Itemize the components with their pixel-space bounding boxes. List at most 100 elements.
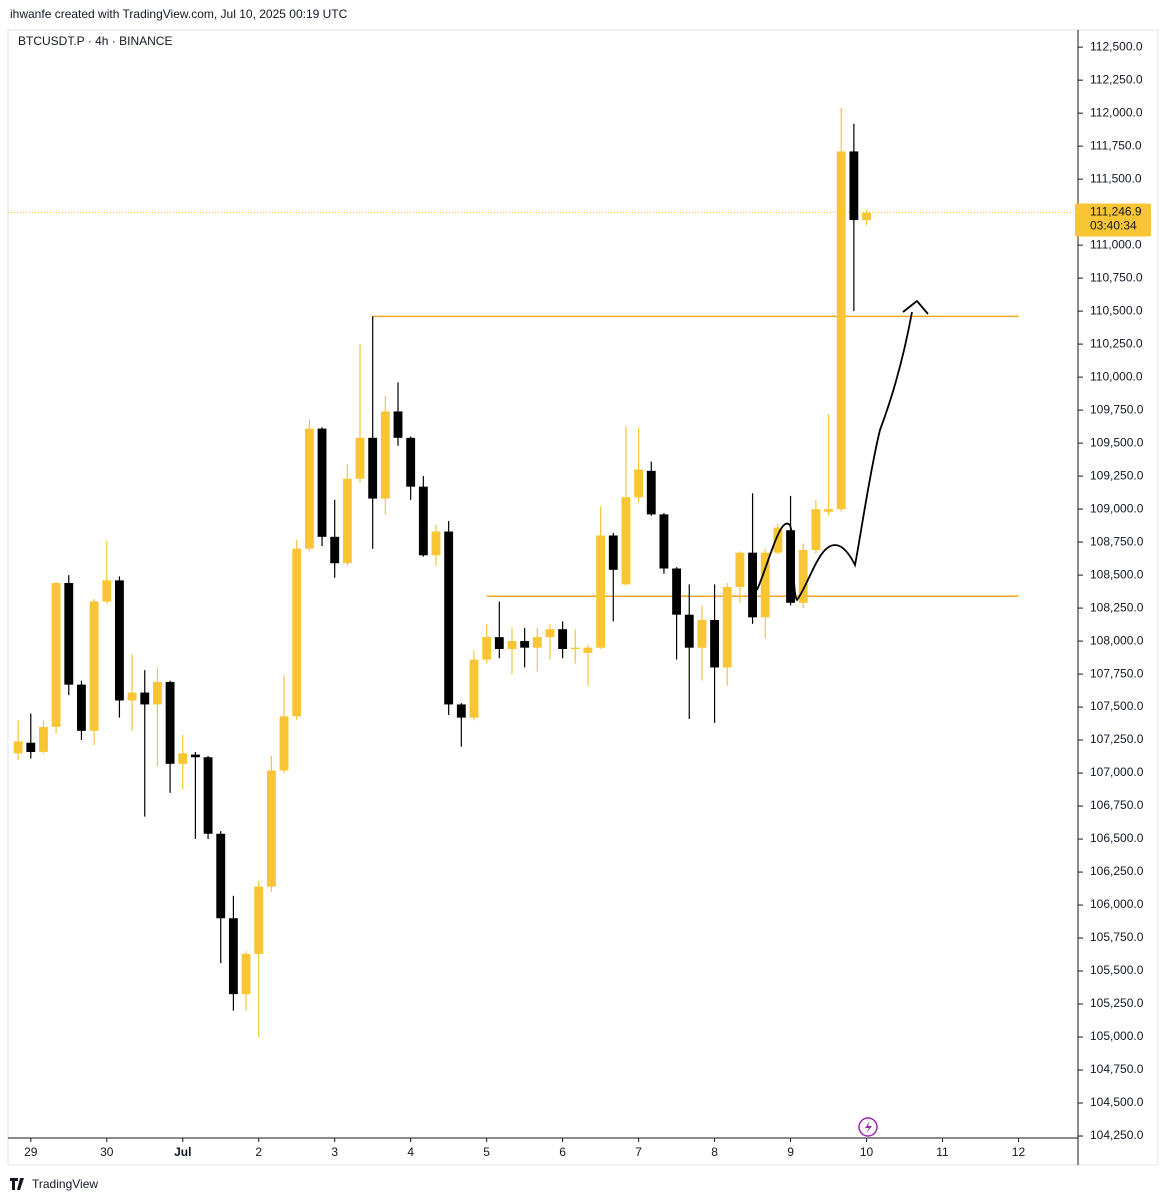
y-tick-label: 108,250.0 — [1090, 600, 1144, 614]
candle-body — [469, 659, 479, 718]
y-tick-label: 107,500.0 — [1090, 699, 1144, 713]
symbol-title: BTCUSDT.P · 4h · BINANCE — [18, 34, 172, 48]
candle-body — [127, 692, 137, 701]
candle-body — [735, 552, 745, 587]
countdown-label: 03:40:34 — [1090, 219, 1137, 233]
candle-body — [178, 753, 188, 764]
y-tick-label: 104,750.0 — [1090, 1062, 1144, 1076]
candle-body — [342, 478, 352, 564]
candle-body — [456, 704, 466, 718]
y-tick-label: 109,000.0 — [1090, 501, 1144, 515]
candle-body — [152, 681, 162, 705]
candle-body — [115, 580, 124, 701]
drawing-arrowhead — [902, 299, 929, 315]
candle-body — [431, 531, 441, 556]
candle-body — [798, 550, 808, 603]
candle-body — [608, 535, 618, 570]
x-tick-label: 8 — [711, 1145, 718, 1159]
candle-body — [545, 629, 555, 638]
candle-body — [51, 583, 61, 727]
y-tick-label: 104,250.0 — [1090, 1128, 1144, 1142]
x-tick-label: 7 — [635, 1145, 642, 1159]
y-tick-label: 109,750.0 — [1090, 402, 1144, 416]
x-tick-label: 9 — [787, 1145, 794, 1159]
y-tick-label: 110,500.0 — [1090, 303, 1143, 317]
candle-body — [558, 629, 568, 650]
candle-body — [849, 151, 859, 221]
x-tick-label: 4 — [407, 1145, 414, 1159]
y-tick-label: 112,000.0 — [1090, 105, 1143, 119]
candle-body — [102, 580, 112, 602]
y-tick-label: 111,500.0 — [1090, 171, 1142, 185]
candle-body — [672, 568, 682, 615]
y-tick-label: 108,500.0 — [1090, 567, 1144, 581]
y-tick-label: 108,750.0 — [1090, 534, 1144, 548]
candle-body — [292, 548, 302, 717]
candle-body — [254, 886, 264, 954]
drawing — [756, 311, 913, 602]
candle-body — [368, 437, 378, 499]
y-tick-label: 105,750.0 — [1090, 930, 1144, 944]
y-tick-label: 110,000.0 — [1090, 369, 1143, 383]
x-tick-label: 6 — [559, 1145, 566, 1159]
candle-body — [266, 770, 276, 887]
header-title: ihwanfe created with TradingView.com, Ju… — [10, 7, 348, 21]
candle-body — [330, 536, 340, 564]
x-tick-label: 5 — [483, 1145, 490, 1159]
candle-body — [279, 716, 289, 771]
candle-body — [216, 833, 226, 919]
y-tick-label: 107,250.0 — [1090, 732, 1144, 746]
candle-body — [165, 681, 175, 764]
y-tick-label: 110,750.0 — [1090, 270, 1143, 284]
last-price-tag — [1075, 203, 1151, 237]
plot — [8, 107, 1078, 1038]
candle-body — [241, 953, 251, 995]
candle-body — [520, 641, 530, 648]
x-tick-label: 30 — [100, 1145, 114, 1159]
tv-logo — [10, 1178, 24, 1190]
candle-body — [203, 757, 213, 834]
candle-body — [380, 411, 390, 499]
y-tick-label: 112,500.0 — [1090, 39, 1143, 53]
candle-body — [304, 428, 314, 549]
candle-body — [621, 497, 631, 585]
last-price-label: 111,246.9 — [1090, 205, 1142, 219]
y-tick-label: 110,250.0 — [1090, 336, 1143, 350]
candle-body — [13, 741, 23, 754]
y-tick-label: 106,750.0 — [1090, 798, 1144, 812]
y-tick-label: 106,000.0 — [1090, 897, 1144, 911]
candle-body — [570, 647, 580, 650]
x-tick-label: 3 — [331, 1145, 338, 1159]
y-tick-label: 111,750.0 — [1090, 138, 1142, 152]
candle-body — [722, 586, 732, 668]
candle-body — [393, 411, 403, 438]
y-tick-label: 108,000.0 — [1090, 633, 1144, 647]
candle-body — [190, 754, 200, 758]
y-tick-label: 109,250.0 — [1090, 468, 1144, 482]
candle-body — [507, 641, 517, 650]
candle-body — [64, 583, 74, 685]
x-tick-label: Jul — [174, 1145, 191, 1159]
candle-body — [77, 684, 86, 731]
y-tick-label: 111,000.0 — [1090, 237, 1142, 251]
candle-body — [444, 531, 454, 705]
event-icon-bolt — [865, 1121, 872, 1134]
candle-body — [26, 742, 36, 752]
candle-body — [140, 692, 150, 705]
candle-body — [773, 527, 783, 553]
y-tick-label: 106,250.0 — [1090, 864, 1144, 878]
candle-body — [355, 437, 365, 479]
y-tick-label: 105,500.0 — [1090, 963, 1144, 977]
candle-body — [532, 637, 542, 648]
candle-body — [684, 614, 694, 648]
candle-body — [697, 619, 707, 648]
x-tick-label: 10 — [860, 1145, 874, 1159]
candle-body — [811, 509, 821, 551]
candle-body — [418, 486, 428, 556]
candle-body — [710, 619, 720, 668]
candle-body — [39, 726, 48, 752]
candle-body — [836, 151, 846, 510]
candle-body — [228, 918, 238, 995]
candle-body — [760, 552, 770, 618]
x-tick-label: 2 — [255, 1145, 262, 1159]
